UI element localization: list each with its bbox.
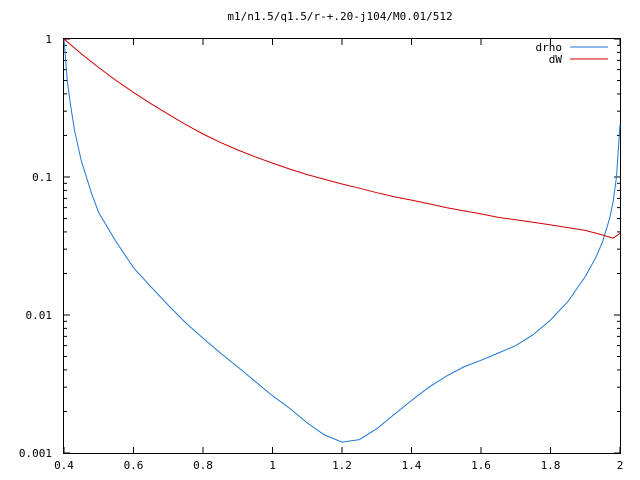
x-tick-label: 1.8	[541, 459, 561, 472]
x-tick-label: 2	[617, 459, 624, 472]
y-axis: 1 0.1 0.01 0.001	[19, 33, 620, 460]
y-tick-label: 1	[45, 33, 52, 46]
x-tick-label: 1.6	[471, 459, 491, 472]
plot-frame	[63, 38, 621, 454]
x-tick-label: 0.8	[193, 459, 213, 472]
series-layer	[63, 38, 621, 443]
legend-label-dw: dW	[549, 53, 563, 66]
x-tick-label: 1	[269, 459, 276, 472]
y-tick-label: 0.1	[32, 171, 52, 184]
chart-title: m1/n1.5/q1.5/r-+.20-j104/M0.01/512	[227, 10, 452, 23]
series-line-drho	[63, 38, 621, 443]
x-tick-label: 1.2	[332, 459, 352, 472]
series-line-dw	[63, 38, 621, 239]
x-tick-label: 1.4	[402, 459, 422, 472]
x-axis: 0.4 0.6 0.8 1 1.2 1.4 1.6 1.8 2	[54, 39, 623, 472]
y-tick-label: 0.001	[19, 447, 52, 460]
x-tick-label: 0.6	[124, 459, 144, 472]
x-tick-label: 0.4	[54, 459, 74, 472]
y-tick-label: 0.01	[26, 309, 53, 322]
legend-label-drho: drho	[536, 41, 563, 54]
